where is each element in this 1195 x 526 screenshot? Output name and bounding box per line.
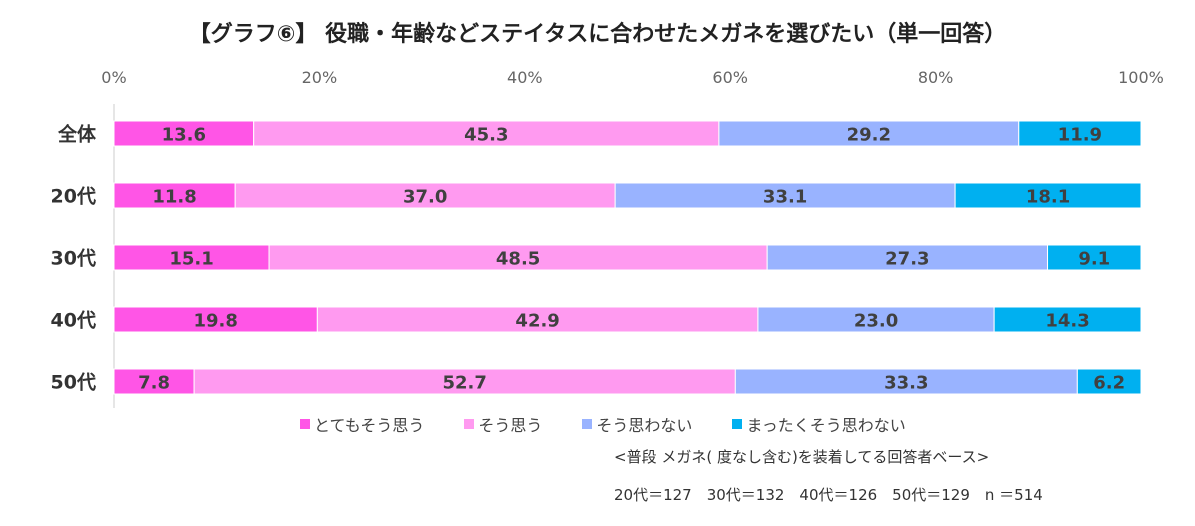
data-label: 14.3 — [1045, 311, 1089, 332]
data-label: 9.1 — [1078, 249, 1110, 270]
data-label: 11.8 — [152, 187, 196, 208]
data-label: 37.0 — [403, 187, 447, 208]
data-label: 48.5 — [496, 249, 540, 270]
data-label: 33.1 — [763, 187, 807, 208]
legend-label: まったくそう思わない — [746, 416, 906, 435]
data-label: 42.9 — [515, 311, 559, 332]
data-label: 18.1 — [1026, 187, 1070, 208]
data-label: 15.1 — [169, 249, 213, 270]
bar-segment — [253, 120, 720, 147]
x-axis-ticks: 0% 20% 40% 60% 80% 100% — [101, 68, 1164, 87]
legend-item: そう思う — [464, 412, 542, 436]
legend: とてもそう思う そう思う そう思わない まったくそう思わない — [300, 412, 906, 436]
legend-swatch — [582, 419, 593, 429]
x-tick-label: 100% — [1118, 68, 1164, 87]
legend-swatch — [464, 419, 475, 429]
data-label: 29.2 — [847, 125, 891, 146]
category-label: 20代 — [51, 186, 96, 208]
legend-label: そう思わない — [596, 416, 693, 435]
base-note: <普段 メガネ( 度なし含む)を装着してる回答者ベース> — [614, 448, 990, 466]
chart-title: 【グラフ⑥】 役職・年齢などステイタスに合わせたメガネを選びたい（単一回答） — [188, 22, 1007, 47]
x-tick-label: 0% — [101, 68, 126, 87]
legend-swatch — [732, 419, 743, 429]
data-label: 52.7 — [443, 373, 487, 394]
x-tick-label: 80% — [918, 68, 954, 87]
sample-size-note: 20代＝127 30代＝132 40代＝126 50代＝129 n ＝514 — [614, 486, 1043, 504]
bar-segment — [718, 120, 1020, 147]
legend-label: そう思う — [478, 416, 543, 435]
bar-segment — [734, 368, 1078, 395]
x-tick-label: 60% — [712, 68, 748, 87]
category-label: 50代 — [51, 372, 96, 394]
data-label: 27.3 — [885, 249, 929, 270]
data-label: 7.8 — [138, 373, 170, 394]
data-label: 13.6 — [162, 125, 206, 146]
bar-segment — [234, 182, 616, 209]
category-label: 全体 — [57, 123, 97, 146]
category-label: 30代 — [51, 248, 96, 270]
category-label: 40代 — [51, 310, 96, 332]
bars: 13.6 45.3 29.2 11.9 11.8 37.0 33.1 18.1 15.1 48.5… — [113, 120, 1142, 395]
bar-segment — [954, 182, 1142, 209]
data-label: 6.2 — [1093, 373, 1125, 394]
legend-item: まったくそう思わない — [732, 412, 906, 436]
legend-item: とてもそう思う — [300, 412, 424, 436]
bar-segment — [113, 244, 270, 271]
bar-segment — [268, 244, 768, 271]
legend-swatch — [300, 419, 310, 429]
legend-item: そう思わない — [582, 412, 692, 436]
bar-segment — [766, 244, 1049, 271]
data-label: 45.3 — [464, 125, 508, 146]
bar-segment — [113, 120, 255, 147]
bar-segment — [316, 306, 759, 333]
bar-segment — [1018, 120, 1142, 147]
data-label: 23.0 — [854, 311, 898, 332]
data-label: 19.8 — [193, 311, 237, 332]
bar-segment — [1047, 244, 1142, 271]
bar-segment — [193, 368, 736, 395]
x-tick-label: 40% — [507, 68, 543, 87]
category-labels: 全体 20代 30代 40代 50代 — [51, 123, 97, 394]
bar-segment — [993, 306, 1142, 333]
data-label: 11.9 — [1058, 125, 1102, 146]
legend-label: とてもそう思う — [314, 416, 425, 435]
bar-segment — [1076, 368, 1142, 395]
data-label: 33.3 — [884, 373, 928, 394]
x-tick-label: 20% — [302, 68, 338, 87]
bar-segment — [113, 306, 318, 333]
